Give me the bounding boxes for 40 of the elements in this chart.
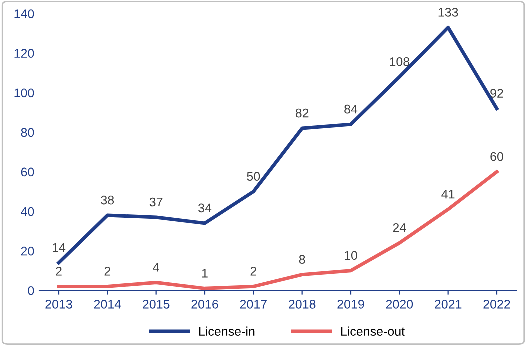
data-label: 37 xyxy=(150,198,163,207)
y-tick-label: 140 xyxy=(14,10,34,18)
y-tick-label: 20 xyxy=(21,246,34,256)
data-label: 2 xyxy=(56,267,62,276)
data-label: 82 xyxy=(296,108,309,118)
x-tick-label: 2016 xyxy=(192,300,218,309)
data-label: 10 xyxy=(344,251,358,260)
data-label: 60 xyxy=(490,152,504,162)
y-tick-label: 120 xyxy=(14,49,34,58)
x-tick-label: 2018 xyxy=(289,300,316,309)
data-label: 24 xyxy=(393,224,406,232)
data-label: 38 xyxy=(101,196,114,205)
data-label: 4 xyxy=(153,263,160,272)
legend-label: License-out xyxy=(341,326,405,336)
data-label: 84 xyxy=(344,104,358,114)
y-tick-label: 60 xyxy=(21,168,34,177)
x-tick-label: 2013 xyxy=(46,300,72,309)
y-tick-label: 80 xyxy=(21,128,34,138)
data-label: 14 xyxy=(52,243,66,252)
data-label: 8 xyxy=(299,255,306,264)
data-label: 41 xyxy=(442,190,455,199)
legend-label: License-in xyxy=(199,326,255,336)
x-tick-label: 2015 xyxy=(143,300,170,309)
data-label: 133 xyxy=(438,8,458,17)
x-tick-label: 2020 xyxy=(386,300,414,309)
data-label: 108 xyxy=(390,57,410,66)
data-label: 2 xyxy=(250,267,257,276)
y-tick-label: 0 xyxy=(28,286,34,296)
x-tick-label: 2017 xyxy=(240,300,267,309)
x-tick-label: 2021 xyxy=(435,300,462,309)
x-tick-label: 2022 xyxy=(484,300,510,309)
data-label: 1 xyxy=(202,269,208,278)
data-label: 50 xyxy=(247,172,260,181)
data-label: 92 xyxy=(490,89,504,98)
data-label: 34 xyxy=(198,204,212,213)
y-tick-label: 40 xyxy=(21,207,34,216)
x-tick-label: 2019 xyxy=(338,300,364,309)
x-tick-label: 2014 xyxy=(94,300,122,309)
y-tick-label: 100 xyxy=(14,88,34,98)
data-label: 2 xyxy=(104,267,111,276)
